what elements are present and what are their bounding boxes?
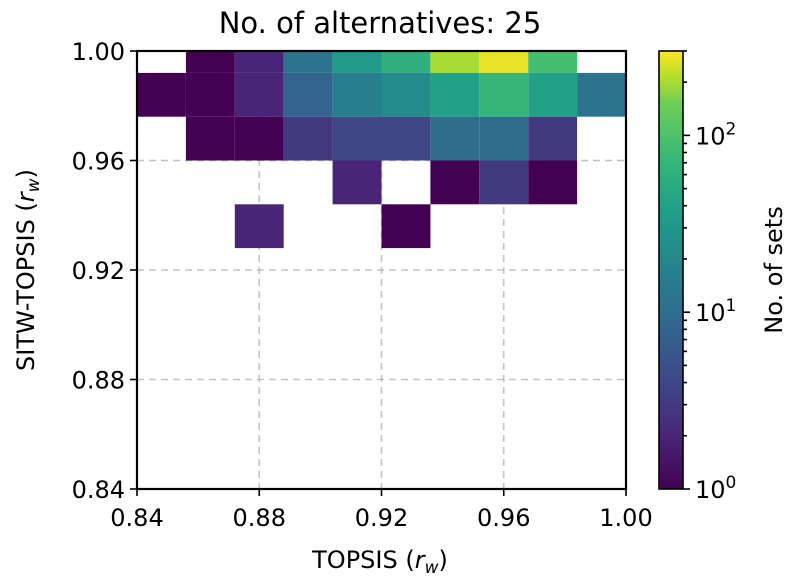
x-axis-ticks: 0.84 0.88 0.92 0.96 1.00: [110, 489, 653, 532]
heatmap-cell: [528, 116, 578, 161]
heatmap-cell: [381, 204, 431, 249]
heatmap-cell: [381, 72, 431, 117]
x-tick-label: 0.96: [477, 504, 530, 532]
chart-title: No. of alternatives: 25: [219, 6, 542, 40]
colorbar-tick-label: 102: [695, 119, 736, 150]
heatmap-cell: [185, 72, 235, 117]
colorbar-tick-label: 101: [695, 296, 736, 327]
colorbar: [658, 50, 684, 490]
heatmap-cell: [234, 116, 284, 161]
heatmap-cells: [137, 51, 626, 249]
heatmap-cell: [283, 51, 333, 73]
y-axis-label: SITW-TOPSIS (rw): [12, 169, 44, 371]
heatmap-cell: [528, 160, 578, 205]
heatmap-cell: [479, 160, 529, 205]
heatmap-cell: [479, 116, 529, 161]
y-tick-label: 0.84: [72, 476, 125, 504]
x-tick-label: 0.88: [233, 504, 286, 532]
y-tick-label: 0.88: [72, 367, 125, 395]
y-tick-label: 0.92: [72, 257, 125, 285]
heatmap-cell: [332, 160, 382, 205]
colorbar-ticks: 100 101 102: [683, 50, 736, 504]
y-tick-label: 1.00: [72, 38, 125, 66]
heatmap-cell: [577, 72, 626, 117]
y-axis-ticks: 0.84 0.88 0.92 0.96 1.00: [72, 38, 137, 504]
heatmap-cell: [430, 116, 480, 161]
x-tick-label: 0.92: [355, 504, 408, 532]
x-tick-label: 1.00: [599, 504, 652, 532]
heatmap-cell: [283, 116, 333, 161]
heatmap-cell: [283, 72, 333, 117]
heatmap-cell: [332, 72, 382, 117]
heatmap-cell: [137, 72, 186, 117]
heatmap-cell: [381, 116, 431, 161]
heatmap-cell: [430, 51, 480, 73]
heatmap-cell: [332, 116, 382, 161]
colorbar-label: No. of sets: [760, 206, 788, 333]
colorbar-tick-label: 100: [695, 473, 736, 504]
heatmap-cell: [332, 51, 382, 73]
heatmap-cell: [234, 72, 284, 117]
heatmap-cell: [234, 204, 284, 249]
x-axis-label: TOPSIS (rw): [311, 546, 448, 578]
x-tick-label: 0.84: [110, 504, 163, 532]
heatmap-cell: [430, 72, 480, 117]
heatmap-cell: [234, 51, 284, 73]
heatmap-cell: [479, 72, 529, 117]
y-tick-label: 0.96: [72, 148, 125, 176]
heatmap-cell: [479, 51, 529, 73]
heatmap-cell: [185, 116, 235, 161]
heatmap-cell: [430, 160, 480, 205]
heatmap-cell: [185, 51, 235, 73]
heatmap-cell: [528, 72, 578, 117]
heatmap-cell: [381, 51, 431, 73]
heatmap-cell: [528, 51, 578, 73]
